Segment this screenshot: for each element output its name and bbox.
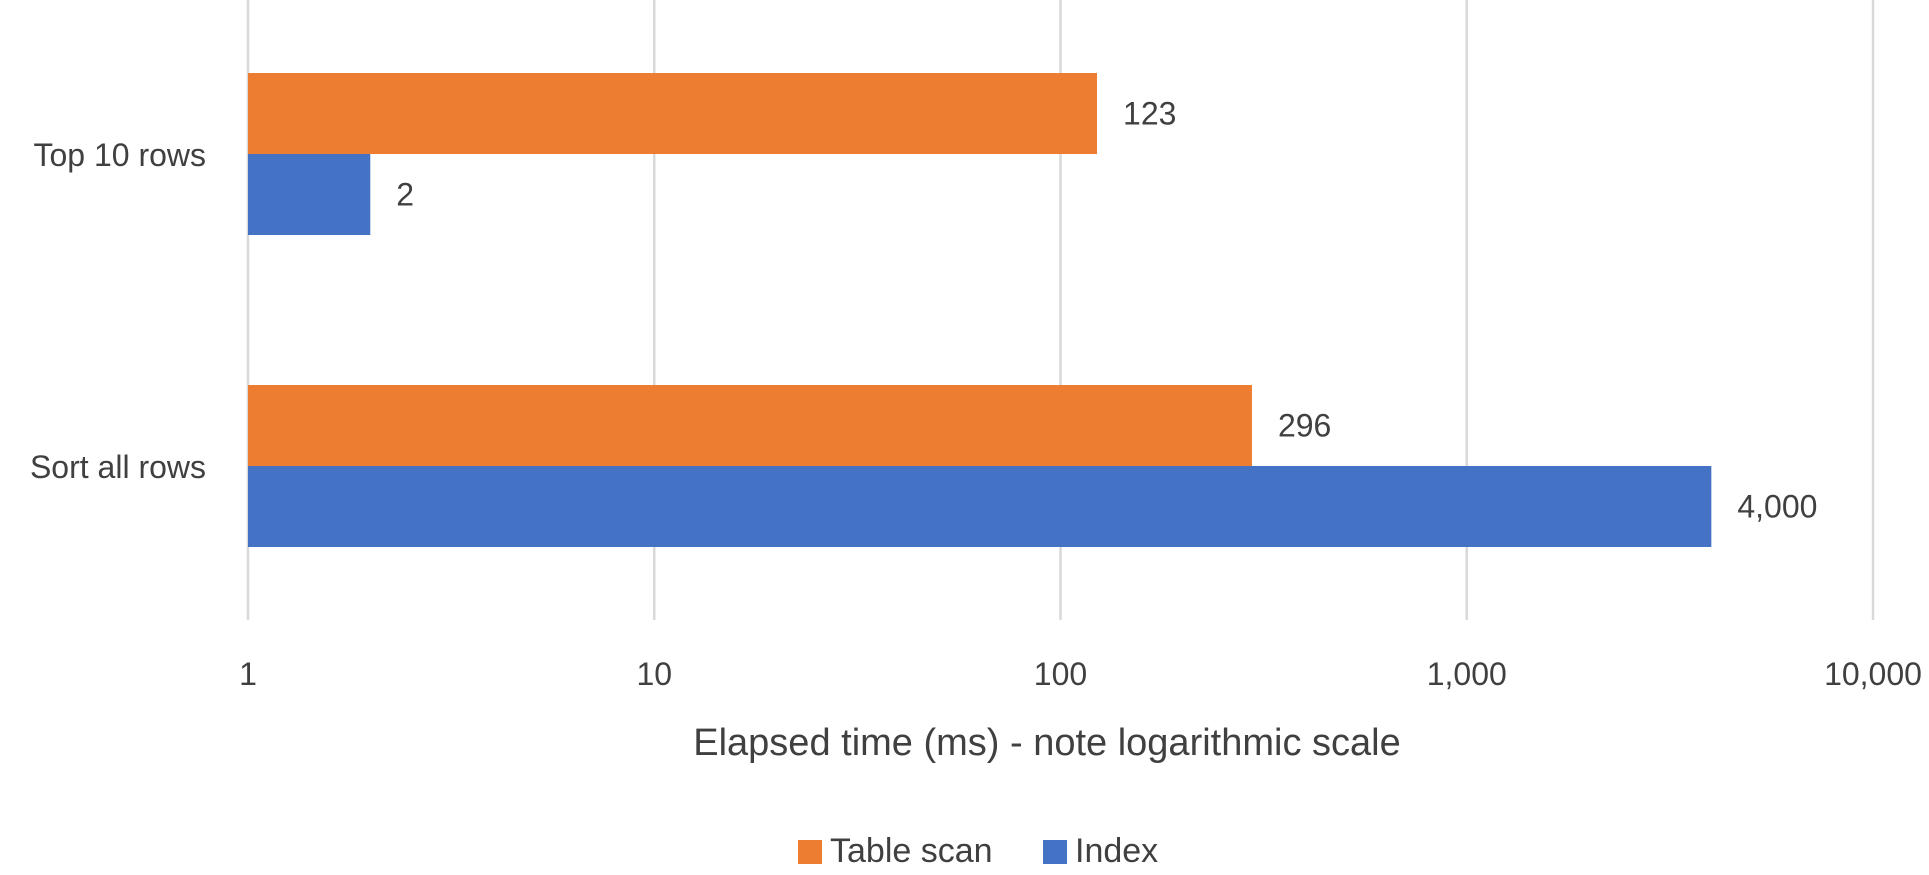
data-label: 123 (1123, 96, 1176, 132)
legend-label: Table scan (830, 832, 993, 870)
bars (248, 73, 1712, 547)
x-tick-label: 100 (1034, 656, 1087, 692)
bar-table-scan (248, 73, 1098, 154)
data-label: 4,000 (1737, 489, 1817, 525)
data-label: 2 (396, 177, 414, 213)
legend-swatch (1043, 840, 1067, 864)
bar-index (248, 466, 1712, 547)
bar-index (248, 154, 371, 235)
x-axis-title: Elapsed time (ms) - note logarithmic sca… (693, 722, 1400, 764)
category-label: Sort all rows (30, 449, 206, 485)
legend-label: Index (1075, 832, 1158, 870)
category-label: Top 10 rows (33, 137, 206, 173)
x-tick-label: 1 (239, 656, 257, 692)
x-tick-label: 1,000 (1427, 656, 1507, 692)
labels: 1 10 100 1,000 10,000 Top 10 rows 123 2 Sort all… (30, 96, 1922, 693)
data-label: 296 (1278, 408, 1331, 444)
legend: Table scan Index (798, 832, 1158, 870)
x-tick-label: 10,000 (1824, 656, 1922, 692)
x-tick-label: 10 (636, 656, 672, 692)
legend-swatch (798, 840, 822, 864)
bar-table-scan (248, 385, 1252, 466)
